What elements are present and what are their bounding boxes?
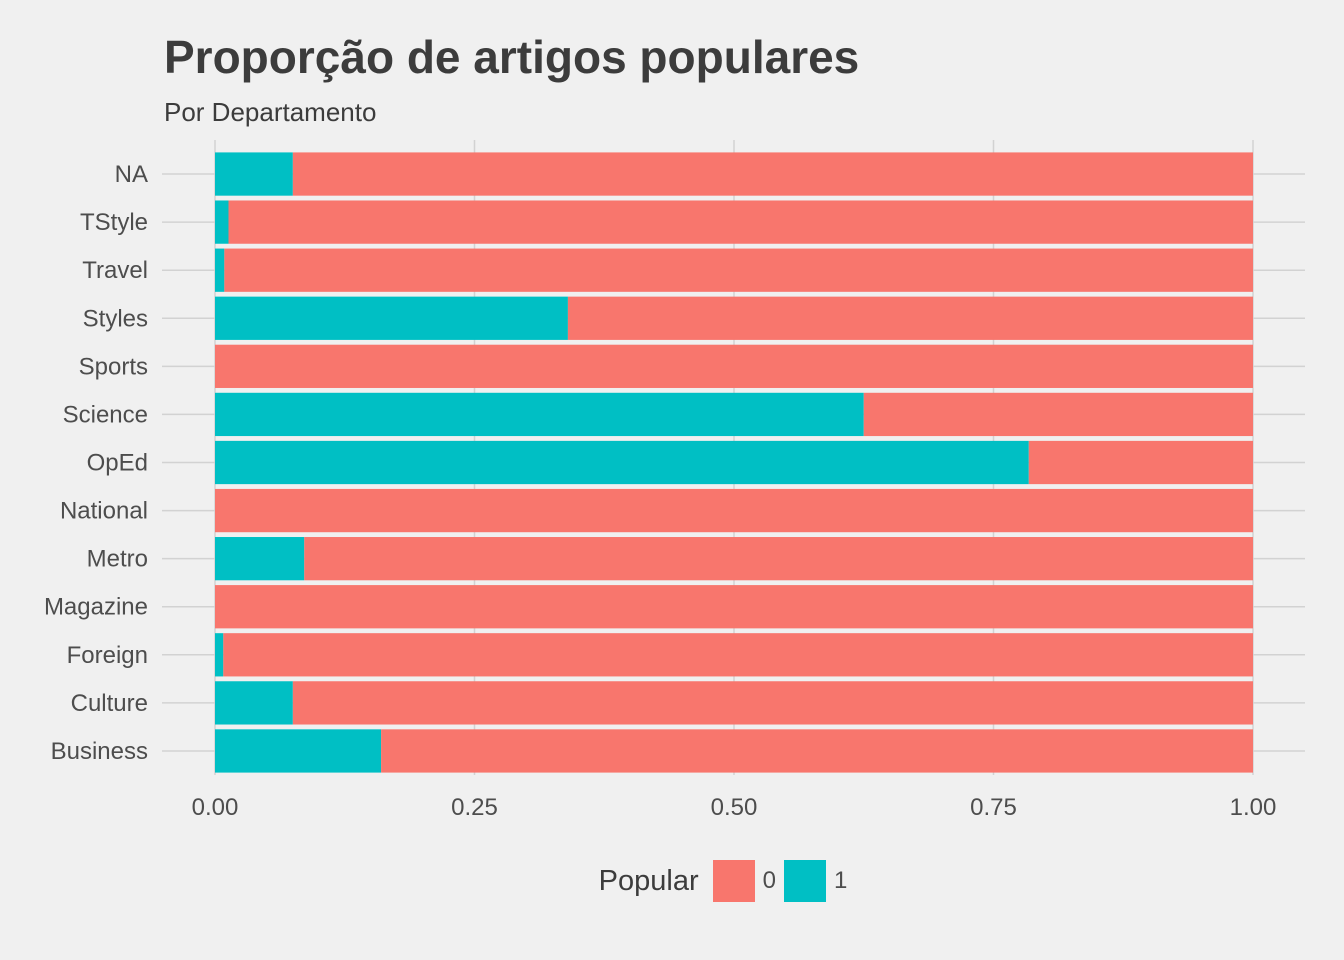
x-tick-label: 1.00 — [1230, 794, 1277, 821]
bar-culture-popular-0 — [292, 681, 1254, 725]
x-tick-label: 0.25 — [451, 794, 498, 821]
legend-swatch-0 — [712, 860, 755, 902]
bar-foreign-popular-0 — [223, 633, 1254, 677]
bar-styles-popular-0 — [567, 296, 1253, 340]
legend-label-1: 1 — [833, 867, 848, 894]
legend-title: Popular — [598, 864, 699, 897]
legend: Popular 0 1 — [55, 860, 1344, 902]
bar-travel-popular-0 — [224, 248, 1253, 292]
y-tick-label: Sports — [79, 353, 148, 380]
y-tick-label: Travel — [82, 257, 148, 284]
x-tick-label: 0.75 — [970, 794, 1017, 821]
chart-subtitle: Por Departamento — [164, 97, 377, 127]
x-tick-label: 0.00 — [192, 794, 239, 821]
y-tick-label: Culture — [71, 690, 148, 717]
y-tick-label: National — [60, 498, 148, 525]
legend-entry-1: 1 — [783, 860, 848, 902]
bar-business-popular-1 — [215, 729, 382, 773]
legend-swatch-1 — [783, 860, 826, 902]
bar-travel-popular-1 — [215, 248, 225, 292]
bar-tstyle-popular-1 — [215, 200, 229, 244]
bar-na-popular-0 — [292, 152, 1254, 196]
bar-metro-popular-0 — [304, 537, 1253, 581]
bar-metro-popular-1 — [215, 537, 305, 581]
bar-national-popular-0 — [215, 488, 1253, 533]
bar-na-popular-1 — [215, 152, 293, 196]
y-tick-label: NA — [115, 161, 148, 188]
y-tick-label: Metro — [87, 546, 148, 573]
y-tick-label: Science — [63, 401, 148, 428]
legend-label-0: 0 — [762, 867, 776, 894]
bar-culture-popular-1 — [215, 681, 293, 725]
y-tick-label: Foreign — [67, 642, 148, 669]
y-tick-label: Magazine — [44, 594, 148, 621]
y-tick-label: TStyle — [80, 209, 148, 236]
bar-magazine-popular-0 — [215, 585, 1253, 629]
x-tick-label: 0.50 — [711, 794, 758, 821]
bar-business-popular-0 — [381, 729, 1254, 773]
legend-entry-0: 0 — [712, 860, 776, 902]
y-tick-label: Business — [51, 738, 148, 765]
bar-sports-popular-0 — [215, 344, 1253, 388]
bar-oped-popular-0 — [1028, 440, 1253, 485]
bar-science-popular-1 — [215, 392, 864, 437]
bar-science-popular-0 — [863, 392, 1253, 437]
bar-oped-popular-1 — [215, 440, 1029, 485]
chart-title: Proporção de artigos populares — [164, 31, 860, 83]
bar-styles-popular-1 — [215, 296, 568, 340]
bar-tstyle-popular-0 — [228, 200, 1253, 244]
y-tick-label: Styles — [83, 305, 148, 332]
y-tick-label: OpEd — [87, 450, 148, 477]
bar-foreign-popular-1 — [215, 633, 224, 677]
